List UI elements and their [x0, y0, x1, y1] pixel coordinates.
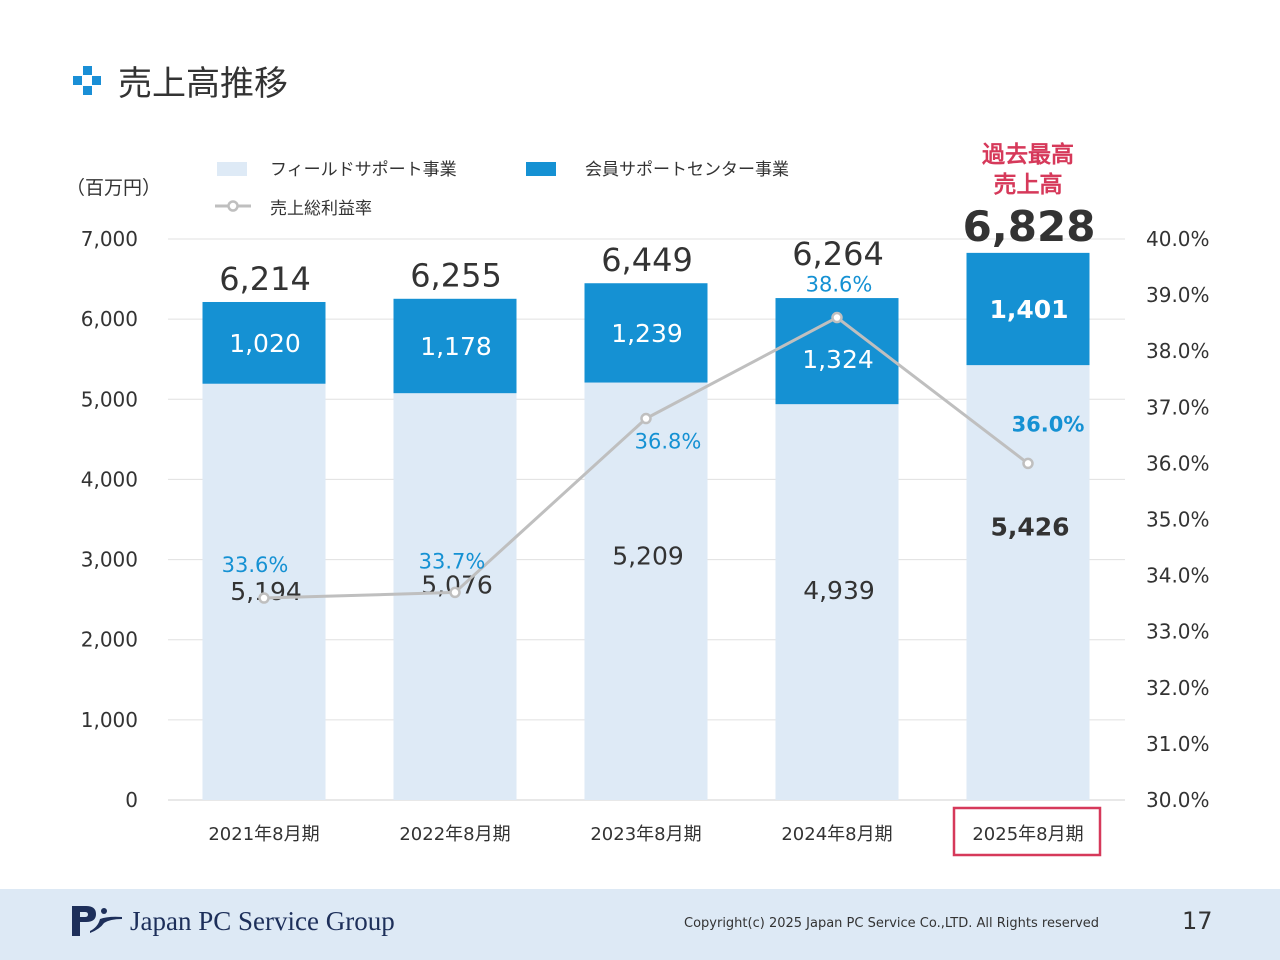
title-icon: [73, 65, 101, 95]
y-tick-label: 0: [125, 788, 138, 812]
bar-member: [966, 252, 1090, 366]
legend-line-marker: [227, 200, 239, 212]
legend-swatch-member: [526, 162, 556, 176]
record-annotation: 売上高: [994, 171, 1063, 198]
footer: Japan PC Service Group Copyright(c) 2025…: [0, 889, 1280, 960]
y2-tick-label: 36.0%: [1146, 451, 1210, 475]
bar-field: [775, 404, 899, 800]
logo-mark-icon: [72, 906, 122, 936]
record-annotation: 過去最高: [982, 141, 1074, 168]
y2-tick-label: 37.0%: [1146, 395, 1210, 419]
bar-field: [966, 365, 1090, 800]
page-title: 売上高推移: [70, 56, 288, 105]
legend-swatch-field: [217, 162, 247, 176]
y-tick-label: 7,000: [81, 227, 138, 251]
sales-chart: 0 1,000 2,000 3,000 4,000 5,000 6,000 7,000 30.0…: [66, 141, 1210, 857]
data-label-member: 1,020: [229, 329, 301, 358]
y2-tick-label: 34.0%: [1146, 564, 1210, 588]
gross-margin-point: [831, 311, 843, 324]
data-label-field: 5,426: [990, 513, 1069, 542]
y2-tick-label: 35.0%: [1146, 508, 1210, 532]
gross-margin-label: 36.0%: [1012, 412, 1085, 436]
data-label-total: 6,828: [963, 202, 1096, 251]
data-label-member: 1,239: [611, 319, 683, 348]
bar-member: [202, 301, 326, 384]
bar-field: [202, 383, 326, 800]
data-label-field: 4,939: [803, 576, 875, 605]
data-label-total: 6,449: [601, 241, 693, 279]
legend-label: 売上総利益率: [270, 199, 372, 219]
y-tick-label: 1,000: [81, 708, 138, 732]
x-tick-label: 2021年8月期: [208, 824, 319, 845]
x-tick-label: 2025年8月期: [972, 824, 1083, 845]
highlight-box: [952, 806, 1102, 857]
y2-tick-label: 39.0%: [1146, 283, 1210, 307]
page-number: 17: [1182, 907, 1213, 935]
data-label-member: 1,401: [989, 295, 1068, 324]
data-label-total: 6,264: [792, 235, 884, 273]
data-label-member: 1,324: [802, 345, 874, 374]
data-label-total: 6,255: [410, 257, 502, 295]
gross-margin-point: [640, 412, 652, 425]
x-tick-label: 2023年8月期: [590, 824, 701, 845]
y2-tick-label: 33.0%: [1146, 620, 1210, 644]
gross-margin-label: 38.6%: [806, 273, 873, 297]
y2-tick-label: 32.0%: [1146, 676, 1210, 700]
y-axis-unit: （百万円）: [66, 177, 161, 199]
y-tick-label: 3,000: [81, 548, 138, 572]
y-tick-label: 2,000: [81, 628, 138, 652]
x-tick-label: 2024年8月期: [781, 824, 892, 845]
data-label-field: 5,209: [612, 541, 684, 570]
gross-margin-label: 36.8%: [635, 430, 702, 454]
legend-label: 会員サポートセンター事業: [585, 160, 789, 180]
y2-tick-label: 40.0%: [1146, 227, 1210, 251]
copyright: Copyright(c) 2025 Japan PC Service Co.,L…: [684, 916, 1100, 931]
bar-member: [393, 298, 517, 394]
y2-tick-label: 31.0%: [1146, 732, 1210, 756]
data-label-total: 6,214: [219, 260, 311, 298]
gross-margin-label: 33.6%: [222, 553, 289, 577]
company-logo: Japan PC Service Group: [70, 903, 395, 939]
gross-margin-label: 33.7%: [419, 549, 486, 573]
title-text: 売上高推移: [118, 64, 288, 104]
gross-margin-point: [1022, 457, 1034, 470]
y2-tick-label: 30.0%: [1146, 788, 1210, 812]
x-tick-label: 2022年8月期: [399, 824, 510, 845]
gross-margin-point: [449, 586, 461, 599]
y-tick-label: 6,000: [81, 307, 138, 331]
company-name: Japan PC Service Group: [130, 905, 395, 936]
legend-label: フィールドサポート事業: [270, 160, 457, 180]
bar-field: [584, 382, 708, 800]
bar-member: [584, 283, 708, 383]
y2-tick-label: 38.0%: [1146, 339, 1210, 363]
y-tick-label: 5,000: [81, 387, 138, 411]
gross-margin-point: [258, 592, 270, 604]
y-tick-label: 4,000: [81, 467, 138, 491]
data-label-member: 1,178: [420, 332, 492, 361]
